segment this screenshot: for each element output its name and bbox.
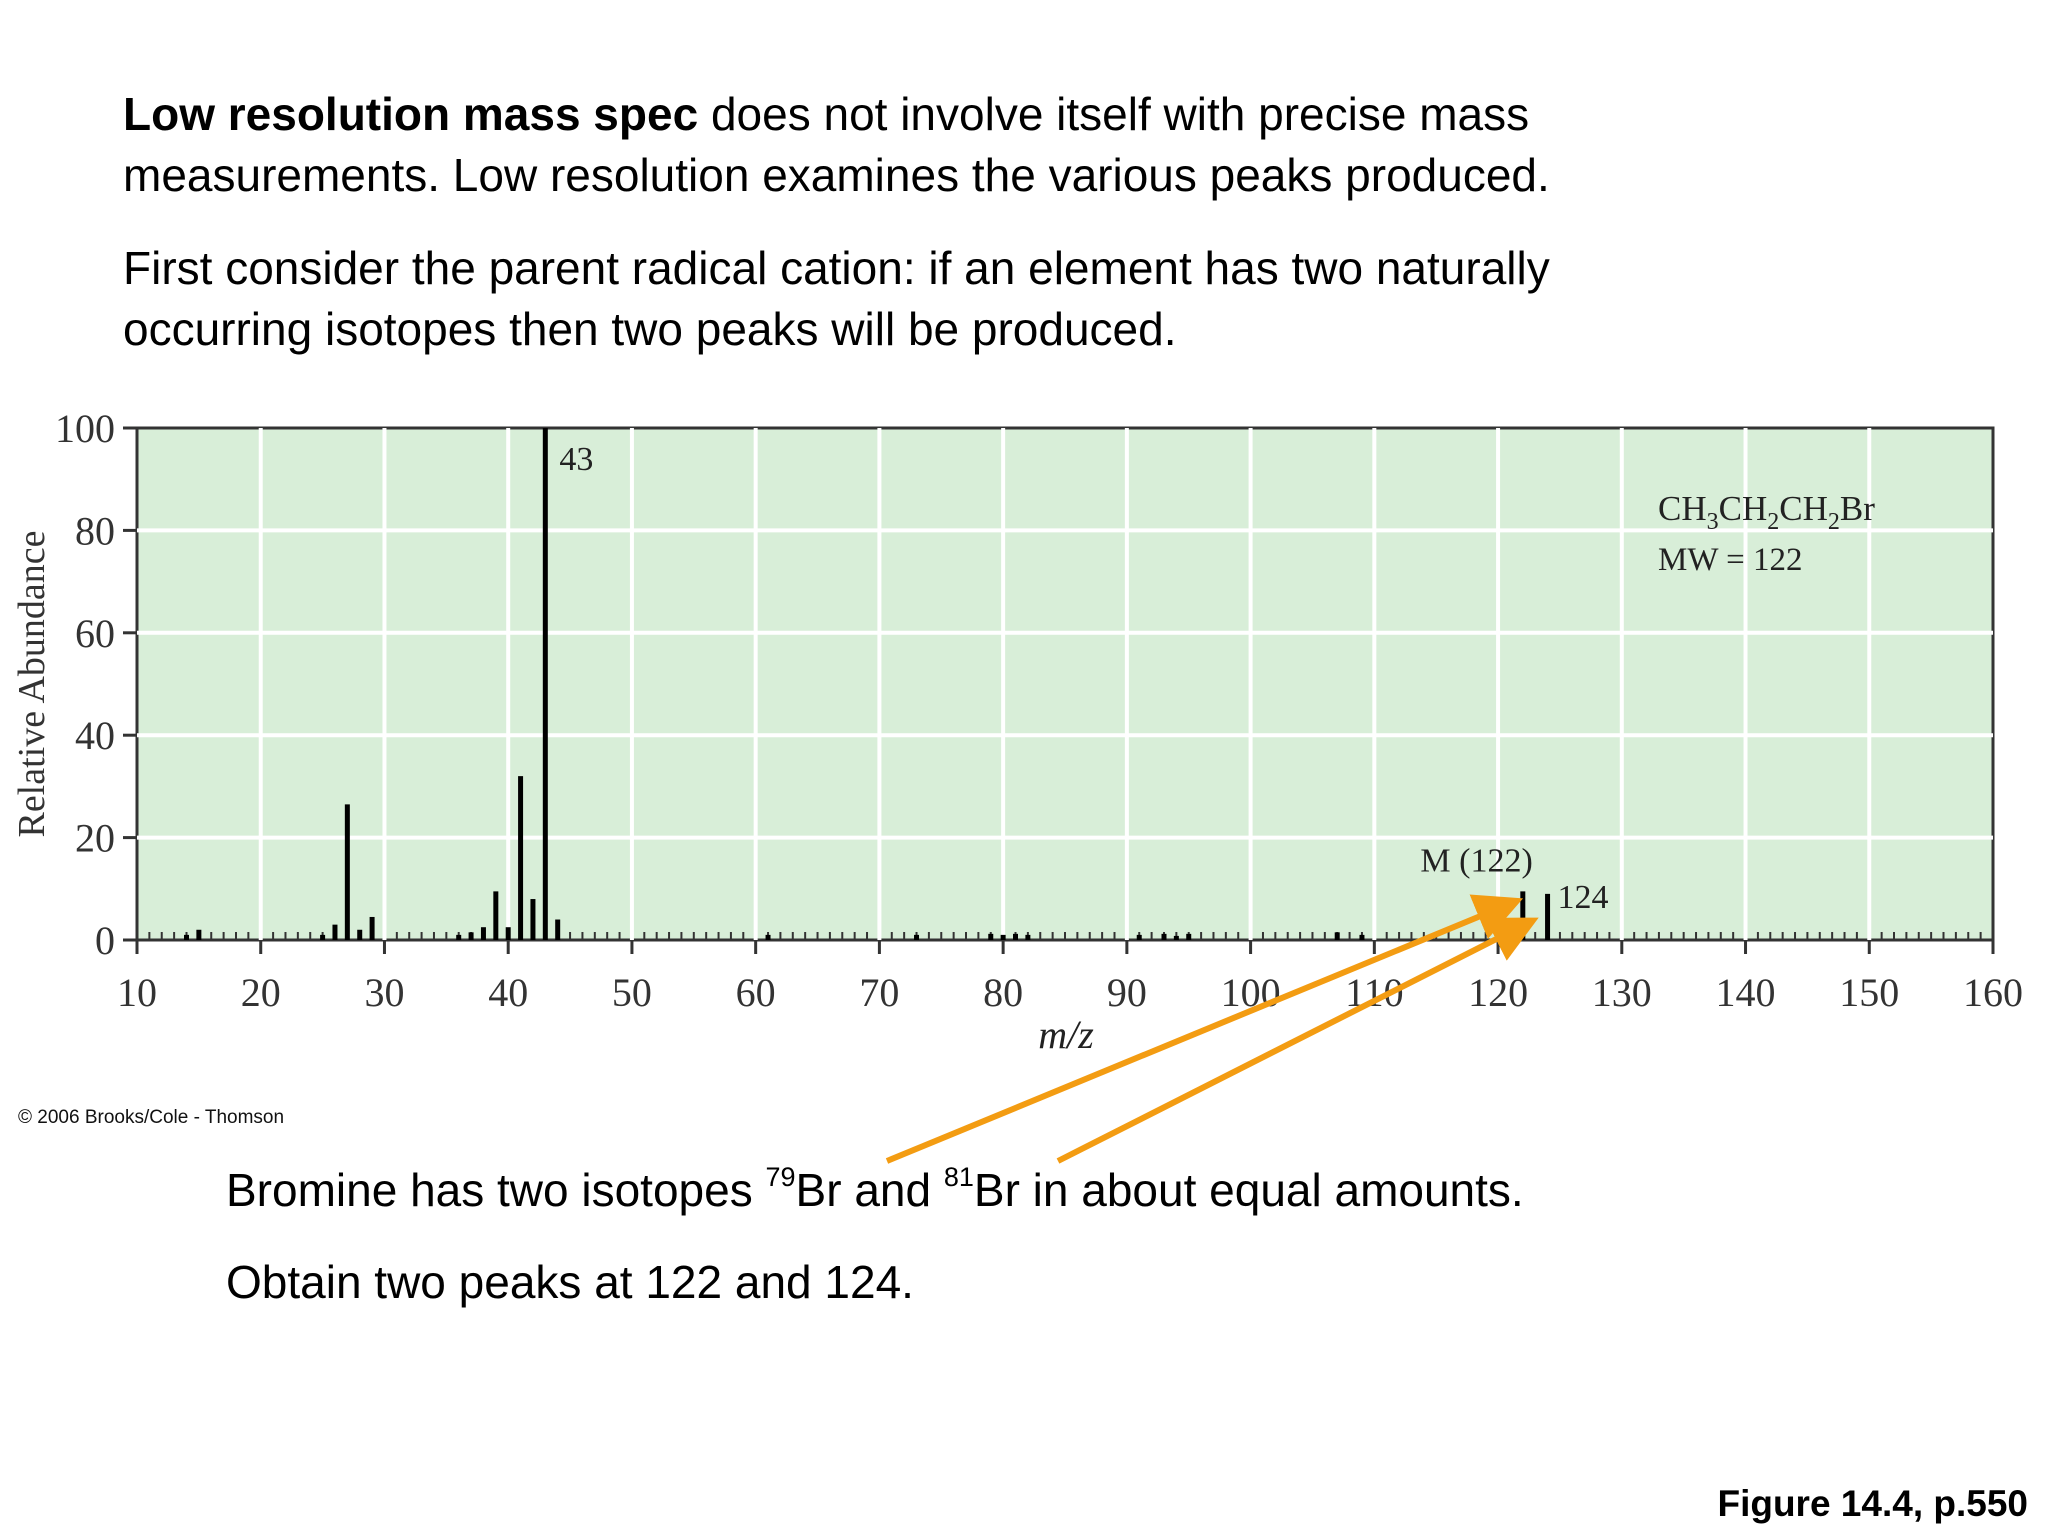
bromine-isotope-note: Bromine has two isotopes 79Br and 81Br i… <box>226 1162 1524 1218</box>
y-tick-label: 40 <box>75 713 115 758</box>
arrow-81br-to-124 <box>1056 917 1539 1164</box>
intro-line-1-rest: does not involve itself with precise mas… <box>698 88 1530 140</box>
arrow-79br-to-122 <box>885 894 1524 1164</box>
isotope-arrows <box>885 894 1539 1164</box>
formula-part-4: Br <box>1840 489 1875 528</box>
y-axis-ticks: 0 20 40 60 80 100 <box>55 406 137 963</box>
copyright-notice: © 2006 Brooks/Cole - Thomson <box>18 1107 285 1128</box>
y-tick-label: 80 <box>75 508 115 553</box>
y-tick-label: 0 <box>95 918 115 963</box>
formula-part-3: CH <box>1779 489 1828 528</box>
spectrum-peaks <box>183 428 1551 940</box>
y-axis-label: Relative Abundance <box>11 530 53 837</box>
peak-annotation: M (122) <box>1420 842 1532 879</box>
x-tick-label: 160 <box>1963 970 2023 1015</box>
molecular-weight-label: MW = 122 <box>1658 542 1803 578</box>
intro-line-4: occurring isotopes then two peaks will b… <box>123 303 1177 355</box>
x-tick-label: 10 <box>117 970 157 1015</box>
x-tick-label: 80 <box>983 970 1023 1015</box>
x-tick-label: 50 <box>612 970 652 1015</box>
peak-annotations: 43 M (122) 124 <box>559 441 1608 916</box>
intro-line-2: measurements. Low resolution examines th… <box>123 149 1550 201</box>
x-tick-label: 140 <box>1716 970 1776 1015</box>
bromine-text-b: Br and <box>795 1164 944 1216</box>
x-tick-label: 20 <box>241 970 281 1015</box>
intro-paragraph-2: First consider the parent radical cation… <box>123 238 1550 360</box>
formula-part-1: CH <box>1658 489 1707 528</box>
x-tick-label: 70 <box>859 970 899 1015</box>
y-tick-label: 20 <box>75 816 115 861</box>
intro-paragraph-1: Low resolution mass spec does not involv… <box>123 84 1550 206</box>
figure-reference: Figure 14.4, p.550 <box>1717 1483 2028 1524</box>
x-axis-label: m/z <box>1038 1012 1094 1057</box>
two-peaks-note: Obtain two peaks at 122 and 124. <box>226 1256 914 1308</box>
y-tick-label: 100 <box>55 406 115 451</box>
x-tick-label: 60 <box>736 970 776 1015</box>
formula-sub-3: 2 <box>1828 509 1840 535</box>
plot-grid <box>137 428 1993 940</box>
y-tick-label: 60 <box>75 611 115 656</box>
intro-bold-phrase: Low resolution mass spec <box>123 88 699 140</box>
x-tick-label: 30 <box>364 970 404 1015</box>
peak-annotation: 124 <box>1558 879 1609 916</box>
plot-background <box>135 426 1995 942</box>
bromine-text-c: Br in about equal amounts. <box>973 1164 1524 1216</box>
peak-annotation: 43 <box>559 441 593 478</box>
isotope-81-superscript: 81 <box>943 1162 974 1192</box>
x-tick-label: 90 <box>1107 970 1147 1015</box>
bromine-text-a: Bromine has two isotopes <box>226 1164 766 1216</box>
formula-label: CH3CH2CH2Br <box>1658 489 1875 535</box>
x-tick-label: 40 <box>488 970 528 1015</box>
formula-sub-2: 2 <box>1767 509 1779 535</box>
x-tick-label: 130 <box>1592 970 1652 1015</box>
isotope-79-superscript: 79 <box>765 1162 796 1192</box>
formula-part-2: CH <box>1719 489 1768 528</box>
formula-sub-1: 3 <box>1707 509 1719 535</box>
x-tick-label: 150 <box>1839 970 1899 1015</box>
x-tick-label: 100 <box>1221 970 1281 1015</box>
x-axis-ticks: 10 20 30 40 50 60 70 80 90 100 110 120 130 140 150 160 <box>117 940 2023 1015</box>
intro-line-3: First consider the parent radical cation… <box>123 242 1550 294</box>
x-tick-label: 120 <box>1468 970 1528 1015</box>
